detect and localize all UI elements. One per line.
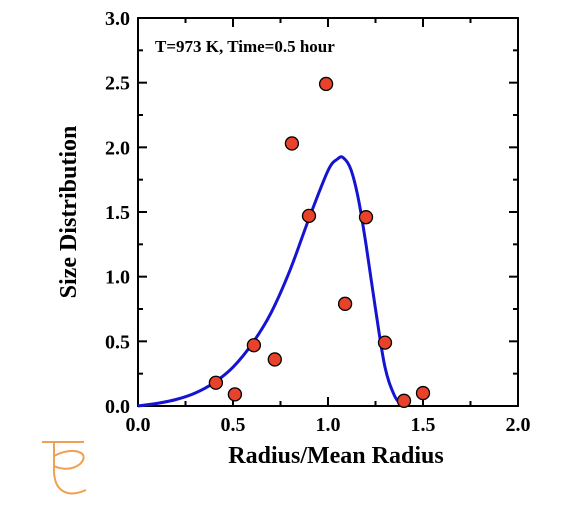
x-axis-title: Radius/Mean Radius	[228, 443, 443, 469]
data-point	[208, 375, 224, 390]
y-tick-label: 0.0	[105, 396, 130, 418]
data-point	[396, 393, 412, 408]
y-tick-label: 3.0	[105, 8, 130, 30]
data-point	[337, 296, 353, 311]
data-points	[208, 76, 431, 408]
data-point	[377, 335, 393, 350]
data-point	[415, 385, 431, 401]
x-tick-label: 0.0	[126, 414, 151, 436]
y-tick-label: 1.0	[105, 267, 130, 289]
y-tick-label: 2.0	[105, 137, 130, 159]
data-point	[267, 352, 282, 367]
fit-curve	[137, 155, 404, 408]
x-tick-label: 1.0	[316, 414, 341, 436]
x-tick-label: 0.5	[221, 414, 246, 436]
axis-ticks	[137, 17, 519, 407]
chart-annotation: T=973 K, Time=0.5 hour	[155, 37, 335, 56]
logo-icon	[42, 441, 87, 495]
x-tick-labels: 0.0 0.5 1.0 1.5 2.0	[126, 414, 531, 436]
x-tick-label: 2.0	[506, 414, 531, 436]
data-point	[301, 208, 317, 224]
data-point	[246, 338, 262, 353]
data-point	[227, 387, 243, 402]
y-tick-labels: 0.0 0.5 1.0 1.5 2.0 2.5 3.0	[105, 8, 130, 418]
data-point	[358, 210, 374, 225]
data-point	[318, 76, 334, 92]
y-axis-title: Size Distribution	[56, 126, 82, 299]
logo-stroke	[42, 441, 87, 495]
plot-frame	[137, 17, 519, 407]
y-tick-label: 0.5	[105, 331, 130, 353]
data-point	[284, 136, 300, 151]
y-tick-label: 2.5	[105, 73, 130, 95]
y-tick-label: 1.5	[105, 202, 130, 224]
x-tick-label: 1.5	[411, 414, 436, 436]
